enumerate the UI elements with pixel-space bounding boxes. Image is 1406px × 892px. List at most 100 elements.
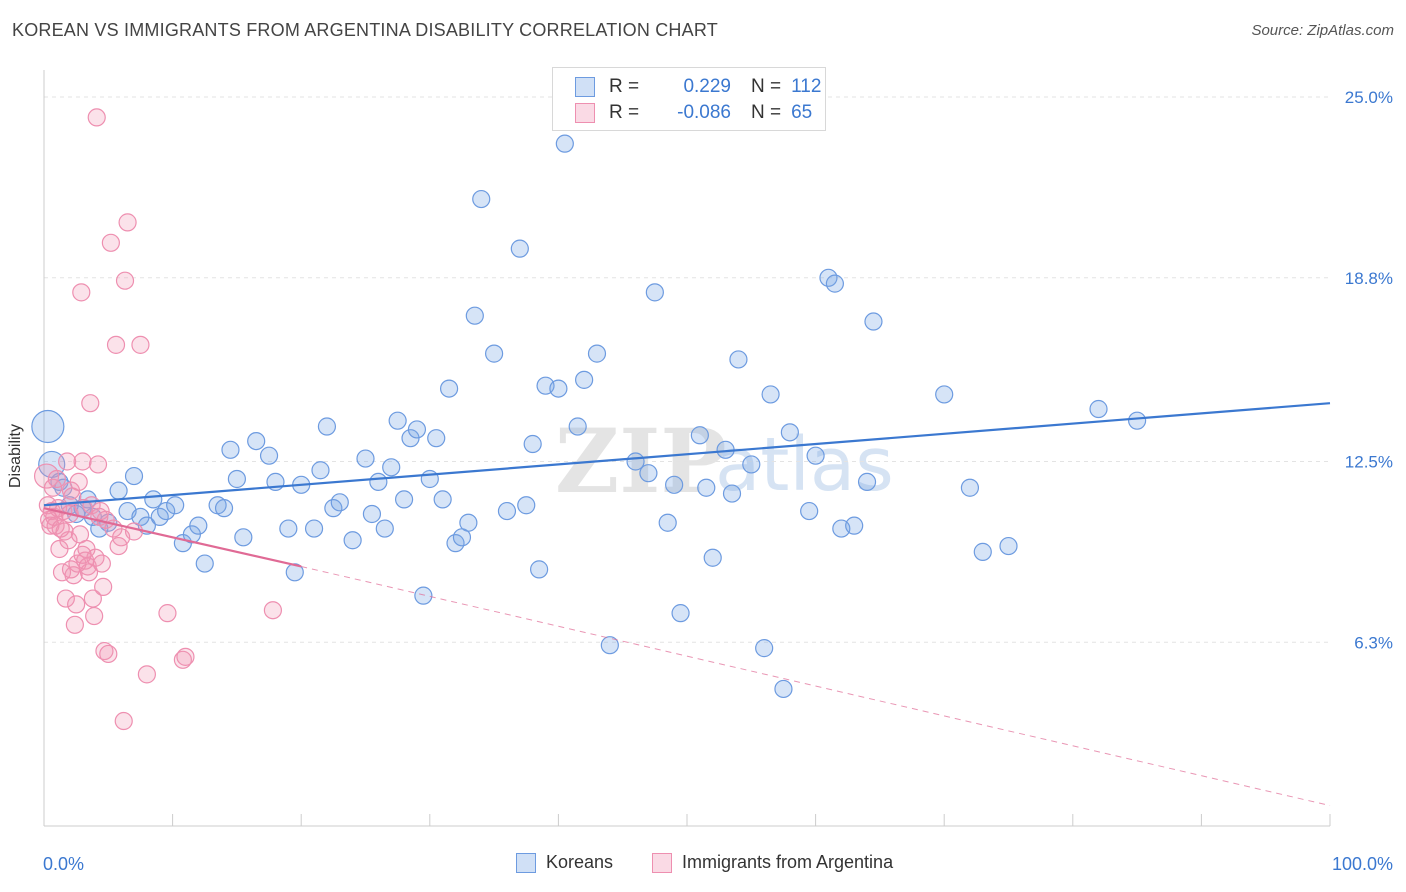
korean-point	[639, 464, 658, 483]
korean-point	[658, 513, 677, 532]
korean-point	[587, 344, 607, 363]
korean-point	[304, 519, 324, 538]
argentina-point	[65, 615, 84, 634]
argentina-point	[51, 519, 70, 538]
korean-point	[330, 493, 349, 512]
legend-n-value: 65	[791, 102, 813, 123]
korean-point	[472, 189, 491, 209]
korean-point	[825, 274, 844, 293]
korean-point	[555, 134, 574, 153]
korean-point	[722, 484, 742, 503]
korean-point	[703, 548, 722, 567]
argentina-point	[87, 108, 106, 127]
korean-point	[973, 542, 992, 561]
argentina-point	[43, 478, 63, 497]
korean-point	[935, 385, 954, 404]
argentina-point	[106, 335, 126, 354]
korean-point	[221, 440, 240, 459]
argentina-point	[46, 516, 65, 535]
argentina-point	[58, 452, 77, 471]
argentina-point	[47, 469, 66, 489]
korean-point	[375, 519, 394, 538]
korean-point	[665, 475, 684, 494]
legend-n-label: N =	[751, 102, 782, 123]
argentina-point	[101, 233, 120, 252]
argentina-point	[124, 522, 144, 541]
series-legend: Koreans Immigrants from Argentina	[0, 852, 1406, 876]
argentina-point	[158, 604, 177, 623]
korean-point	[407, 420, 427, 439]
korean-point	[311, 461, 330, 480]
argentina-point	[81, 394, 100, 413]
korean-point	[671, 604, 690, 623]
korean-point	[259, 446, 279, 465]
korean-point	[369, 472, 388, 492]
y-tick-label: 12.5%	[1345, 453, 1393, 472]
legend-r-label: R =	[609, 102, 640, 123]
y-tick-label: 18.8%	[1345, 269, 1393, 288]
korean-trend-line	[43, 402, 1331, 507]
legend-r-value: -0.086	[677, 102, 731, 123]
korean-point	[523, 434, 542, 454]
korean-point	[517, 496, 536, 515]
korean-point	[439, 379, 459, 398]
korean-point	[382, 458, 401, 477]
korean-point	[285, 563, 304, 582]
y-tick-label: 25.0%	[1345, 88, 1393, 107]
korean-point	[800, 501, 819, 521]
source-label: Source: ZipAtlas.com	[1251, 22, 1394, 39]
korean-point	[806, 446, 825, 465]
korean-point	[549, 379, 568, 398]
korean-point	[864, 312, 883, 331]
korean-point	[124, 466, 144, 486]
korean-point	[157, 501, 176, 521]
korean-point	[433, 490, 452, 509]
korean-point	[459, 513, 478, 532]
korean-point	[774, 679, 793, 699]
korean-point	[530, 560, 549, 579]
korean-point	[1089, 399, 1108, 419]
argentina-point	[99, 644, 118, 664]
korean-point	[109, 481, 128, 500]
argentina-point	[118, 213, 137, 232]
argentina-point	[91, 501, 110, 521]
korean-point	[742, 455, 761, 474]
legend-n-value: 112	[791, 76, 822, 97]
x-tick-label: 0.0%	[43, 854, 84, 874]
korean-point	[189, 516, 208, 535]
chart-title: KOREAN VS IMMIGRANTS FROM ARGENTINA DISA…	[12, 20, 718, 40]
korean-point	[780, 423, 799, 442]
korean-point	[362, 504, 382, 524]
korean-point	[999, 536, 1018, 556]
korean-point	[1127, 411, 1147, 430]
korean-point	[247, 431, 266, 451]
legend-swatch-koreans	[575, 77, 595, 97]
argentina-point	[92, 554, 111, 573]
argentina-point	[176, 647, 195, 666]
argentina-point	[88, 455, 108, 474]
legend-item-argentina[interactable]: Immigrants from Argentina	[652, 852, 893, 873]
korean-point	[485, 344, 504, 363]
argentina-point	[173, 650, 192, 669]
argentina-trend-line	[43, 507, 302, 568]
argentina-point	[115, 271, 135, 290]
legend-row-argentina: R = -0.086 N = 65	[575, 100, 812, 126]
argentina-point	[137, 665, 156, 684]
legend-r-value: 0.229	[683, 76, 731, 97]
korean-point	[575, 370, 594, 389]
korean-point	[31, 409, 65, 444]
argentina-point	[33, 463, 60, 489]
korean-point	[697, 478, 716, 497]
korean-point	[845, 516, 864, 535]
legend-label-koreans: Koreans	[546, 852, 614, 872]
argentina-point	[73, 452, 92, 471]
watermark-atlas: atlas	[715, 422, 894, 508]
korean-point	[427, 429, 446, 448]
korean-point	[394, 490, 414, 509]
korean-point	[960, 478, 980, 497]
x-tick-label: 100.0%	[1332, 854, 1393, 874]
legend-item-koreans[interactable]: Koreans	[516, 852, 613, 873]
argentina-point	[85, 606, 104, 626]
argentina-point	[69, 472, 88, 492]
legend-r-label: R =	[609, 76, 640, 97]
